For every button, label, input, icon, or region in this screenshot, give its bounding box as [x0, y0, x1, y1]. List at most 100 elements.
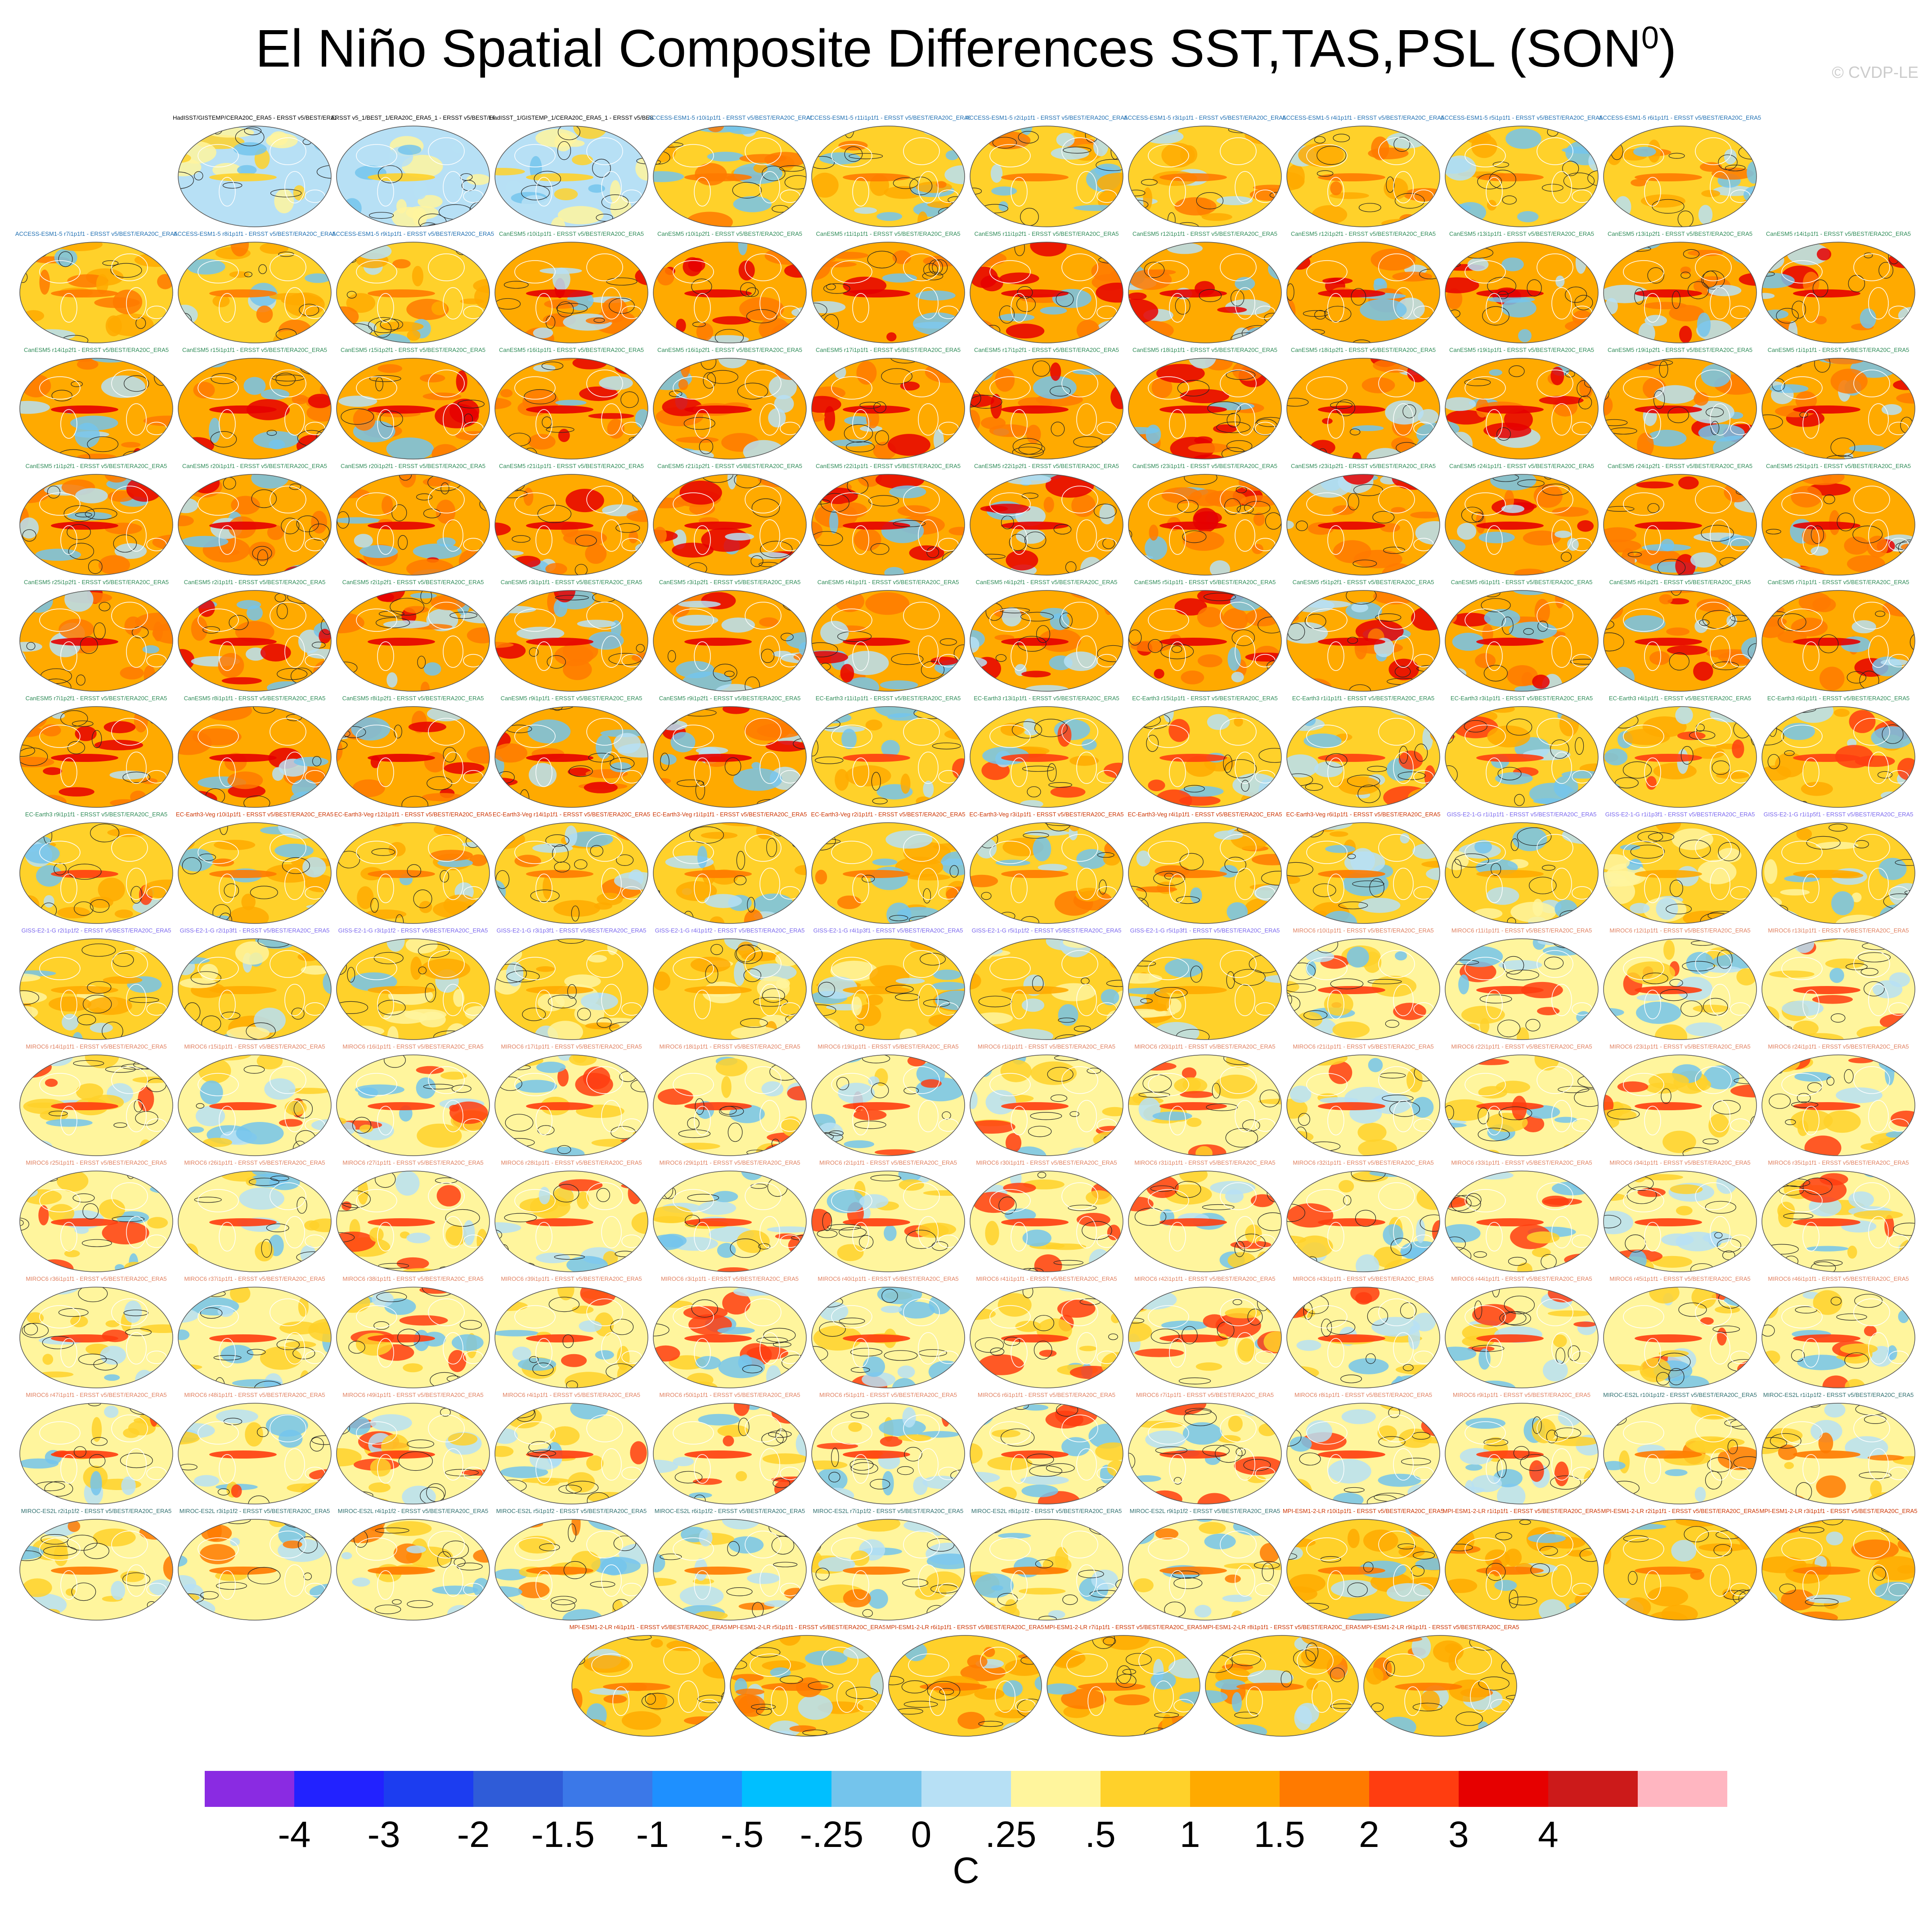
psl-contour: [1683, 249, 1700, 259]
robinson-map: [336, 938, 490, 1040]
psl-contour: [687, 1193, 719, 1202]
panel-label: EC-Earth3 r15i1p1f1 - ERSST v5/BEST/ERA2…: [1132, 695, 1278, 702]
equatorial-band: [684, 1102, 752, 1110]
robinson-map: [1603, 590, 1757, 692]
anomaly-blob: [431, 301, 447, 315]
psl-contour: [1016, 296, 1036, 312]
psl-contour: [1394, 666, 1411, 677]
psl-contour: [1517, 827, 1552, 846]
coastline: [514, 1305, 556, 1329]
anomaly-blob: [288, 1088, 330, 1094]
coastline: [1644, 177, 1661, 207]
map-field: [1287, 242, 1440, 343]
psl-contour: [202, 626, 220, 634]
coastline: [1393, 1332, 1414, 1365]
anomaly-blob: [827, 1189, 865, 1213]
psl-contour: [1464, 720, 1487, 733]
map-border: [494, 242, 648, 343]
coastline: [1235, 984, 1255, 1016]
robinson-map: [653, 706, 807, 808]
psl-contour: [1565, 286, 1587, 303]
map-border: [811, 822, 965, 924]
map-field: [1445, 823, 1598, 923]
psl-contour: [178, 1021, 202, 1038]
anomaly-blob: [1005, 1133, 1022, 1153]
anomaly-blob: [1762, 273, 1795, 288]
anomaly-blob: [1700, 162, 1722, 172]
psl-contour: [1420, 825, 1440, 834]
equatorial-band: [1793, 638, 1860, 646]
anomaly-blob: [813, 1325, 862, 1351]
anomaly-blob: [74, 1226, 89, 1234]
anomaly-blob: [660, 754, 677, 765]
anomaly-blob: [39, 270, 50, 295]
anomaly-blob: [686, 212, 733, 227]
anomaly-blob: [777, 590, 806, 600]
panel-label: MIROC6 r11i1p1f1 - ERSST v5/BEST/ERA20C_…: [1451, 927, 1592, 934]
psl-contour: [377, 165, 403, 184]
psl-contour: [1558, 1086, 1590, 1093]
anomaly-blob: [812, 172, 839, 198]
psl-contour: [829, 1130, 844, 1136]
map-field: [812, 358, 965, 459]
coastline: [377, 874, 394, 903]
anomaly-blob: [1567, 538, 1579, 551]
coastline: [284, 752, 305, 784]
psl-contour: [691, 1299, 718, 1318]
coastline: [586, 1182, 623, 1210]
coastline: [198, 492, 239, 516]
anomaly-blob: [132, 899, 173, 915]
map-field: [178, 242, 331, 343]
psl-contour: [243, 795, 270, 807]
map-field: [653, 1055, 806, 1156]
psl-contour: [1680, 1000, 1703, 1017]
coastline: [1853, 718, 1890, 746]
coastline: [219, 1222, 236, 1252]
anomaly-blob: [121, 442, 141, 448]
psl-contour: [352, 1117, 372, 1134]
coastline: [1148, 608, 1189, 632]
coastline: [1695, 718, 1732, 746]
anomaly-blob: [856, 1004, 881, 1027]
coastline: [1393, 403, 1414, 436]
anomaly-blob: [104, 1374, 120, 1381]
coastline: [1781, 1189, 1823, 1212]
coastline: [443, 1216, 463, 1248]
anomaly-blob: [922, 474, 944, 479]
anomaly-blob: [717, 1267, 751, 1272]
anomaly-blob: [181, 536, 229, 548]
robinson-map: [1603, 938, 1757, 1040]
psl-contour: [1689, 730, 1716, 740]
anomaly-blob: [514, 855, 541, 868]
anomaly-blob: [134, 708, 148, 733]
psl-contour: [823, 1178, 838, 1184]
anomaly-blob: [1716, 772, 1749, 779]
map-field: [337, 707, 490, 807]
anomaly-blob: [227, 771, 263, 789]
psl-contour: [1541, 865, 1555, 871]
coastline: [514, 1073, 556, 1096]
anomaly-blob: [749, 963, 797, 982]
coastline: [1644, 990, 1661, 1019]
coastline: [219, 1338, 236, 1368]
map-border: [1603, 474, 1757, 576]
coastline: [918, 1332, 939, 1365]
anomaly-blob: [1057, 1300, 1096, 1318]
psl-contour: [369, 375, 401, 382]
anomaly-blob: [537, 993, 565, 1012]
map-field: [812, 823, 965, 923]
psl-contour: [77, 1014, 96, 1026]
panel-label: EC-Earth3-Veg r1i1p1f1 - ERSST v5/BEST/E…: [652, 811, 807, 818]
map-border: [178, 938, 332, 1040]
panel-label: CanESM5 r17i1p2f1 - ERSST v5/BEST/ERA20C…: [974, 347, 1119, 353]
anomaly-blob: [519, 1198, 558, 1214]
map-border: [178, 242, 332, 343]
coastline: [586, 834, 623, 862]
map-field: [653, 126, 806, 227]
anomaly-blob: [1542, 1359, 1568, 1382]
panel-label: CanESM5 r8i1p2f1 - ERSST v5/BEST/ERA20C_…: [342, 695, 484, 702]
anomaly-blob: [970, 1090, 978, 1109]
map-field: [1287, 1287, 1440, 1388]
psl-contour: [571, 905, 580, 922]
anomaly-blob: [1278, 901, 1281, 915]
